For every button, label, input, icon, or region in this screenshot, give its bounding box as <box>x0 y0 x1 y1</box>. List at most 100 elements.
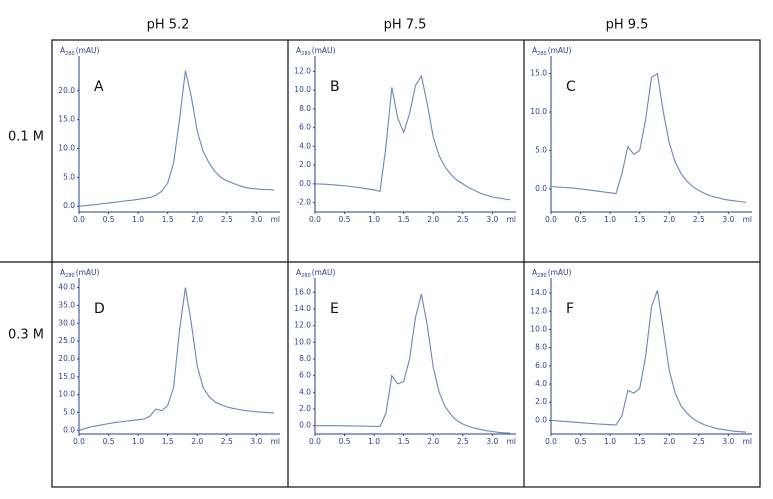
y-tick-label: 5.0 <box>63 172 75 181</box>
y-tick-label: 40.0 <box>58 283 75 292</box>
y-axis-label-unit: (mAU) <box>76 268 100 277</box>
y-axis-label-sub: 280 <box>537 273 547 279</box>
y-tick-label: 8.0 <box>535 343 547 352</box>
x-tick-label: 0.0 <box>73 437 85 446</box>
y-tick-label: 10.0 <box>294 337 311 346</box>
chromatogram-line <box>78 287 275 431</box>
y-tick-label: 0.0 <box>535 184 547 193</box>
chromatogram-line <box>550 72 747 203</box>
y-axis-label-main: A <box>60 46 66 55</box>
x-tick-label: 2.5 <box>221 437 233 446</box>
y-tick-label: 10.0 <box>530 107 547 116</box>
x-tick-label: 0.5 <box>575 215 587 224</box>
y-axis-label-unit: (mAU) <box>548 46 572 55</box>
panel-letter: B <box>330 79 340 95</box>
panel-letter: C <box>566 79 576 95</box>
x-tick-label: 3.0 <box>722 215 734 224</box>
y-tick-label: 6.0 <box>299 371 311 380</box>
y-axis-label-unit: (mAU) <box>312 46 336 55</box>
y-axis-label: A280(mAU) <box>296 46 336 57</box>
column-header: pH 7.5 <box>384 18 427 33</box>
x-tick-label: 3.0 <box>486 437 498 446</box>
x-axis-label: ml <box>507 215 516 224</box>
y-tick-label: 16.0 <box>294 287 311 296</box>
x-tick-label: 3.0 <box>250 215 262 224</box>
x-tick-label: 0.5 <box>339 215 351 224</box>
x-tick-label: 3.0 <box>722 437 734 446</box>
column-header: pH 5.2 <box>147 18 190 33</box>
x-tick-label: 1.5 <box>634 215 646 224</box>
y-axis-label: A280(mAU) <box>60 46 100 57</box>
y-tick-label: 12.0 <box>530 306 547 315</box>
x-tick-label: 1.0 <box>604 437 616 446</box>
y-tick-label: -2.0 <box>296 198 311 207</box>
y-tick-label: 14.0 <box>530 288 547 297</box>
x-tick-label: 2.0 <box>427 437 439 446</box>
y-tick-label: 10.0 <box>58 390 75 399</box>
panel-letter: E <box>330 301 339 317</box>
x-tick-label: 1.5 <box>634 437 646 446</box>
y-tick-label: 5.0 <box>63 408 75 417</box>
column-header: pH 9.5 <box>606 18 649 33</box>
y-tick-label: 2.0 <box>535 397 547 406</box>
y-tick-label: 2.0 <box>299 160 311 169</box>
y-tick-label: 4.0 <box>535 379 547 388</box>
x-tick-label: 2.0 <box>191 215 203 224</box>
chromatogram-line <box>550 290 747 433</box>
y-tick-label: 10.0 <box>58 144 75 153</box>
y-tick-label: 10.0 <box>530 324 547 333</box>
x-tick-label: 1.5 <box>162 437 174 446</box>
y-axis-label-sub: 280 <box>537 51 547 57</box>
y-tick-label: 14.0 <box>294 304 311 313</box>
x-tick-label: 0.0 <box>545 437 557 446</box>
panel-letter: A <box>94 79 104 95</box>
y-axis-label-sub: 280 <box>301 273 311 279</box>
y-tick-label: 6.0 <box>535 361 547 370</box>
x-tick-label: 2.5 <box>693 437 705 446</box>
x-axis-label: ml <box>743 215 752 224</box>
x-tick-label: 1.5 <box>398 437 410 446</box>
chromatogram-line <box>78 70 275 207</box>
x-tick-label: 2.5 <box>221 215 233 224</box>
x-tick-label: 1.5 <box>162 215 174 224</box>
x-tick-label: 1.0 <box>132 215 144 224</box>
y-axis-label-main: A <box>532 46 538 55</box>
y-tick-label: 10.0 <box>294 85 311 94</box>
x-tick-label: 2.5 <box>457 215 469 224</box>
chromatogram-line <box>314 74 511 201</box>
y-axis-label-sub: 280 <box>65 273 75 279</box>
y-axis-label-unit: (mAU) <box>548 268 572 277</box>
y-tick-label: 20.0 <box>58 354 75 363</box>
y-axis-label-main: A <box>532 268 538 277</box>
x-tick-label: 1.0 <box>368 437 380 446</box>
x-tick-label: 1.0 <box>604 215 616 224</box>
x-tick-label: 0.0 <box>73 215 85 224</box>
x-tick-label: 0.0 <box>545 215 557 224</box>
y-tick-label: 4.0 <box>299 141 311 150</box>
x-tick-label: 0.5 <box>575 437 587 446</box>
x-tick-label: 0.5 <box>103 215 115 224</box>
chromatogram-line <box>315 293 511 434</box>
y-tick-label: 2.0 <box>299 404 311 413</box>
y-tick-label: 35.0 <box>58 300 75 309</box>
y-tick-label: 15.0 <box>58 115 75 124</box>
x-axis-label: ml <box>271 215 280 224</box>
x-axis-label: ml <box>507 437 516 446</box>
panel-letter: F <box>566 301 574 317</box>
x-tick-label: 3.0 <box>250 437 262 446</box>
x-tick-label: 1.0 <box>368 215 380 224</box>
y-tick-label: 15.0 <box>58 372 75 381</box>
y-tick-label: 12.0 <box>294 321 311 330</box>
y-axis-label-sub: 280 <box>301 51 311 57</box>
y-axis-label: A280(mAU) <box>532 268 572 279</box>
x-tick-label: 0.0 <box>309 437 321 446</box>
y-tick-label: 0.0 <box>63 425 75 434</box>
y-axis-label-main: A <box>60 268 66 277</box>
x-tick-label: 0.0 <box>309 215 321 224</box>
row-header: 0.1 M <box>8 130 44 145</box>
x-tick-label: 0.5 <box>103 437 115 446</box>
y-axis-label: A280(mAU) <box>296 268 336 279</box>
row-header: 0.3 M <box>8 328 44 343</box>
y-axis-label-unit: (mAU) <box>312 268 336 277</box>
